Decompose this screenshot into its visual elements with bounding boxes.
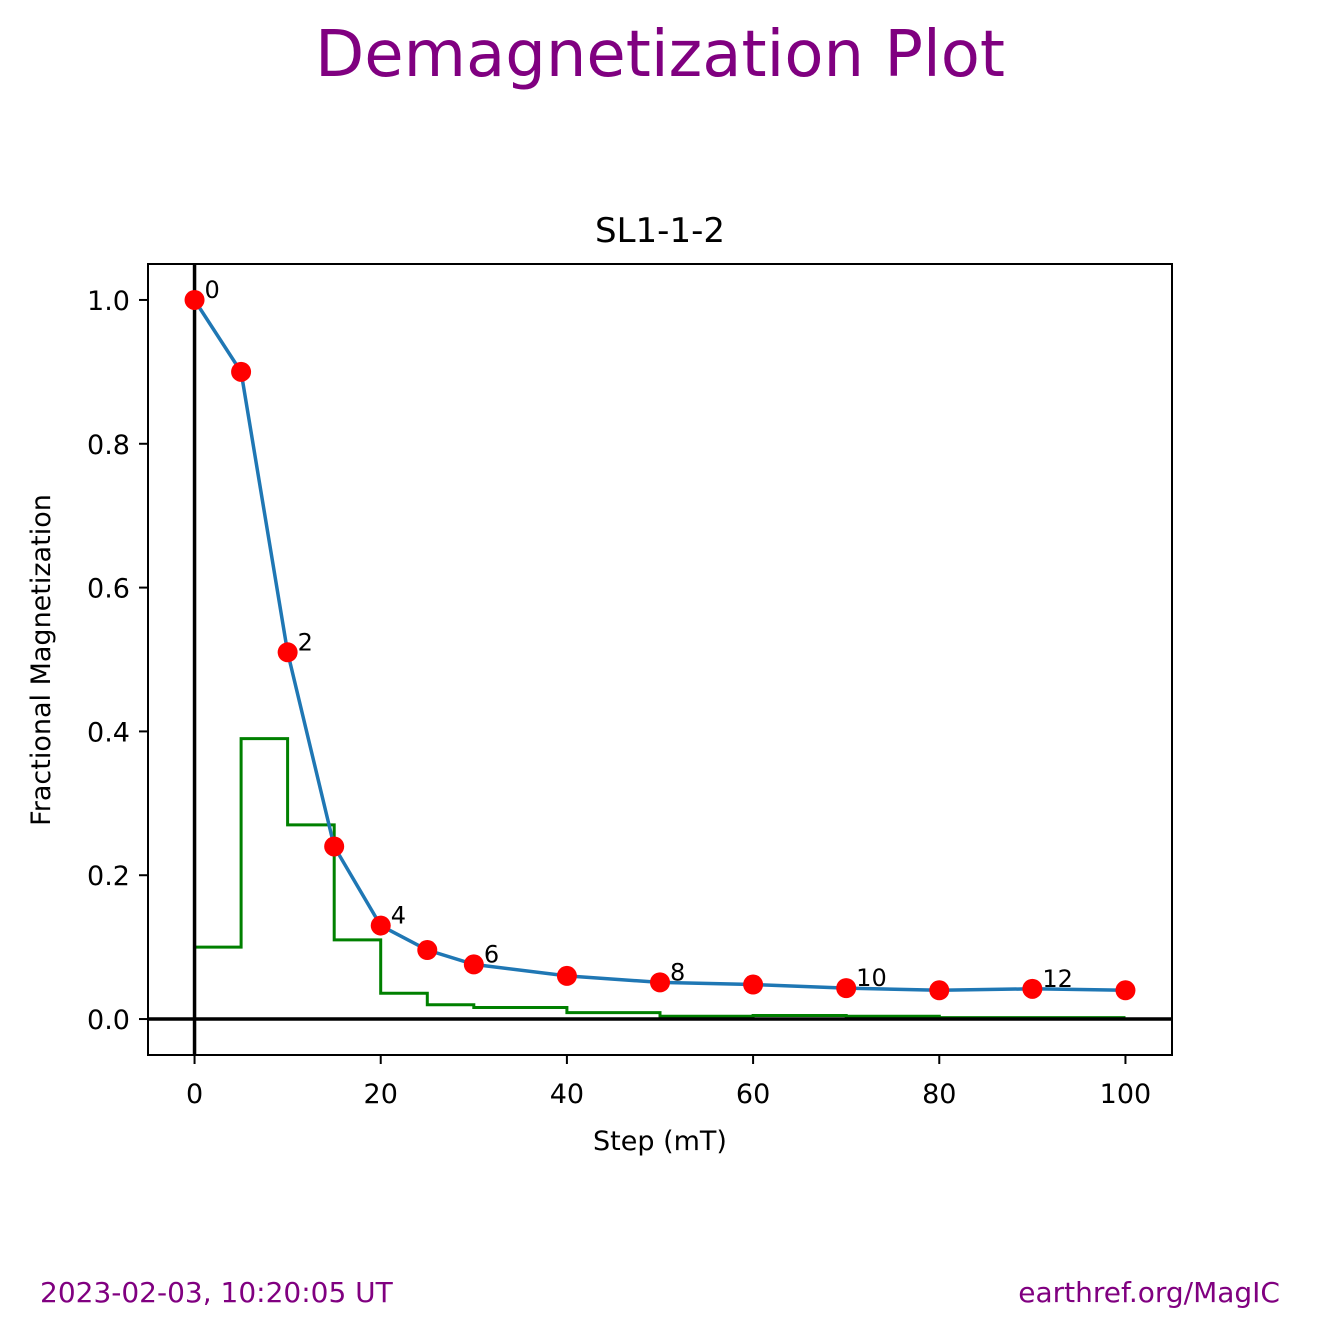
step-series-line	[194, 737, 1126, 1020]
point-label: 8	[670, 958, 685, 986]
data-point	[370, 915, 391, 936]
x-tick-label: 40	[550, 1079, 584, 1110]
x-tick-label: 80	[922, 1079, 956, 1110]
data-point	[929, 980, 950, 1001]
footer-source-link[interactable]: earthref.org/MagIC	[1018, 1276, 1280, 1309]
data-point	[650, 972, 670, 993]
x-tick-label: 60	[736, 1079, 770, 1110]
data-point	[463, 954, 484, 975]
chart-subtitle: SL1-1-2	[595, 211, 725, 251]
y-tick-label: 0.0	[87, 1005, 130, 1036]
data-point	[417, 940, 438, 961]
x-tick-label: 20	[364, 1079, 398, 1110]
y-tick-label: 0.6	[87, 574, 130, 605]
point-label: 2	[298, 628, 313, 656]
page-title: Demagnetization Plot	[314, 18, 1006, 92]
data-point	[324, 836, 345, 857]
point-label: 6	[484, 940, 499, 968]
data-point	[743, 974, 764, 995]
data-point	[277, 642, 298, 663]
y-tick-label: 0.2	[87, 861, 130, 892]
x-tick-label: 0	[186, 1079, 203, 1110]
point-label: 10	[856, 964, 887, 992]
magnetization-line	[193, 299, 1126, 993]
point-label: 12	[1042, 965, 1073, 993]
point-label: 4	[391, 902, 406, 930]
x-axis-label: Step (mT)	[593, 1126, 727, 1157]
data-point	[836, 978, 857, 999]
y-axis-label: Fractional Magnetization	[26, 494, 57, 826]
y-tick-label: 0.8	[87, 430, 130, 461]
data-point	[556, 965, 577, 986]
y-tick-label: 0.4	[87, 717, 130, 748]
point-label: 0	[205, 276, 220, 304]
plot-frame	[147, 263, 1173, 1056]
x-tick-label: 100	[1100, 1079, 1152, 1110]
y-tick-label: 1.0	[87, 286, 130, 317]
data-point	[1115, 980, 1136, 1001]
data-point	[184, 289, 205, 310]
data-point	[1022, 978, 1043, 999]
data-point	[231, 361, 252, 382]
footer-timestamp: 2023-02-03, 10:20:05 UT	[40, 1276, 393, 1309]
